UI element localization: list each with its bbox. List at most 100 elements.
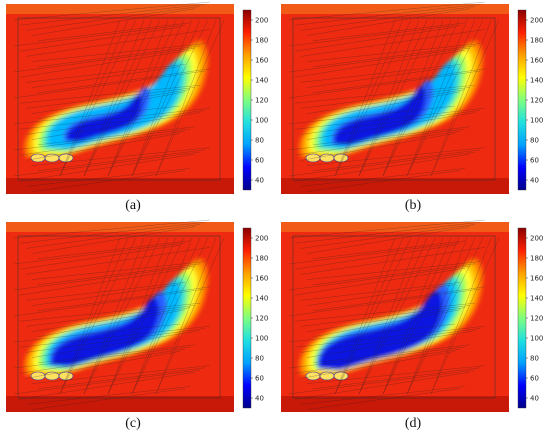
- mesh-line: [306, 284, 456, 306]
- panel-d-plot: 200 180 160 140 120 100 80 60 40: [281, 219, 543, 412]
- mesh-line: [31, 284, 181, 306]
- colorbar-tick-label: 160: [530, 275, 543, 283]
- mesh-line: [306, 43, 481, 62]
- mesh-line: [31, 43, 206, 62]
- base-node-1: [30, 371, 46, 381]
- colorbar-tick-label: 180: [255, 37, 268, 45]
- mesh-line: [430, 19, 492, 177]
- mesh-line: [19, 372, 196, 400]
- mesh-line: [13, 151, 201, 177]
- mesh-line: [294, 222, 481, 244]
- mesh-line: [25, 305, 196, 327]
- mesh-line: [312, 91, 461, 119]
- mesh-line: [300, 133, 456, 161]
- mesh-line: [312, 367, 481, 389]
- mesh-line: [25, 6, 201, 31]
- mesh-line: [294, 27, 456, 52]
- mesh-line: [13, 1, 211, 21]
- colorbar-tick-label: 180: [255, 255, 268, 263]
- mesh-line: [300, 328, 481, 353]
- mesh-line: [306, 330, 476, 358]
- mesh-line: [312, 344, 471, 363]
- mesh-overlay: [288, 1, 500, 192]
- colorbar: [242, 227, 252, 409]
- cold-core: [319, 291, 443, 371]
- colorbar-tick-label: 80: [255, 355, 264, 363]
- colorbar-tick-label: 180: [530, 37, 543, 45]
- colorbar-tick-label: 200: [255, 235, 268, 243]
- mesh-line: [334, 19, 404, 177]
- mesh-line: [300, 351, 456, 379]
- mesh-line: [382, 19, 444, 177]
- cooled-region: [298, 258, 484, 378]
- mesh-line: [25, 110, 206, 135]
- mesh-line: [312, 22, 466, 41]
- colorbar-tick-label: 180: [530, 255, 543, 263]
- mesh-line: [358, 19, 428, 177]
- mesh-line: [31, 8, 196, 36]
- mesh-line: [312, 240, 466, 259]
- mesh-line: [294, 372, 471, 400]
- colorbar: [517, 9, 527, 191]
- mesh-line: [37, 126, 196, 145]
- mesh-line: [13, 242, 186, 265]
- mesh-line: [406, 237, 476, 395]
- panel-d: 200 180 160 140 120 100 80 60 40 (d): [275, 218, 550, 436]
- mesh-line: [13, 288, 206, 317]
- mesh-line: [25, 351, 181, 379]
- mesh-line: [31, 147, 211, 166]
- colorbar-tick-label: 160: [255, 275, 268, 283]
- colorbar-tick-label: 40: [530, 177, 539, 185]
- mesh-line: [294, 131, 461, 156]
- panel-a: 200 180 160 140 120 100 80 60 40 (a): [0, 0, 275, 218]
- mesh-line: [31, 226, 196, 254]
- panel-a-label: (a): [125, 198, 141, 213]
- mesh-line: [107, 237, 169, 395]
- mesh-line: [83, 237, 153, 395]
- mesh-line: [31, 261, 206, 280]
- mesh-line: [306, 388, 461, 410]
- bottom-band: [281, 178, 509, 194]
- mesh-line: [37, 45, 201, 67]
- mesh-line: [19, 268, 191, 296]
- mesh-line: [31, 330, 201, 358]
- mesh-line: [312, 126, 471, 145]
- mesh-line: [13, 369, 201, 395]
- mesh-line: [306, 365, 486, 384]
- mesh-line: [288, 242, 461, 265]
- panel-c-label: (c): [125, 416, 141, 431]
- colorbar-tick-label: 60: [530, 157, 539, 165]
- domain-frame: [292, 17, 496, 181]
- domain-frame: [17, 17, 221, 181]
- base-node-1: [305, 371, 321, 381]
- mesh-line: [312, 45, 476, 67]
- top-band: [281, 222, 509, 232]
- mesh-line: [107, 19, 185, 177]
- mesh-line: [31, 66, 181, 88]
- mesh-line: [83, 237, 161, 395]
- colorbar-tick-label: 100: [530, 117, 543, 125]
- mesh-line: [25, 224, 201, 249]
- mesh-line: [19, 349, 186, 374]
- colorbar-tick-label: 80: [530, 355, 539, 363]
- mesh-line: [312, 286, 486, 311]
- mesh-line: [300, 64, 461, 83]
- domain-frame: [17, 235, 221, 399]
- mesh-line: [107, 237, 177, 395]
- colorbar-tick-label: 200: [255, 17, 268, 25]
- mesh-line: [288, 128, 466, 151]
- top-band: [281, 4, 509, 14]
- panel-c-plot: 200 180 160 140 120 100 80 60 40: [6, 219, 268, 412]
- mesh-line: [107, 19, 169, 177]
- colorbar-tick-label: 40: [255, 177, 264, 185]
- mesh-line: [31, 365, 211, 384]
- colorbar-tick-label: 60: [255, 375, 264, 383]
- mesh-line: [312, 309, 461, 337]
- mesh-line: [430, 237, 492, 395]
- mesh-line: [382, 237, 444, 395]
- mesh-line: [25, 64, 186, 83]
- mesh-line: [155, 237, 225, 395]
- mesh-line: [131, 237, 201, 395]
- base-nodes: [305, 153, 349, 163]
- mesh-line: [13, 70, 206, 99]
